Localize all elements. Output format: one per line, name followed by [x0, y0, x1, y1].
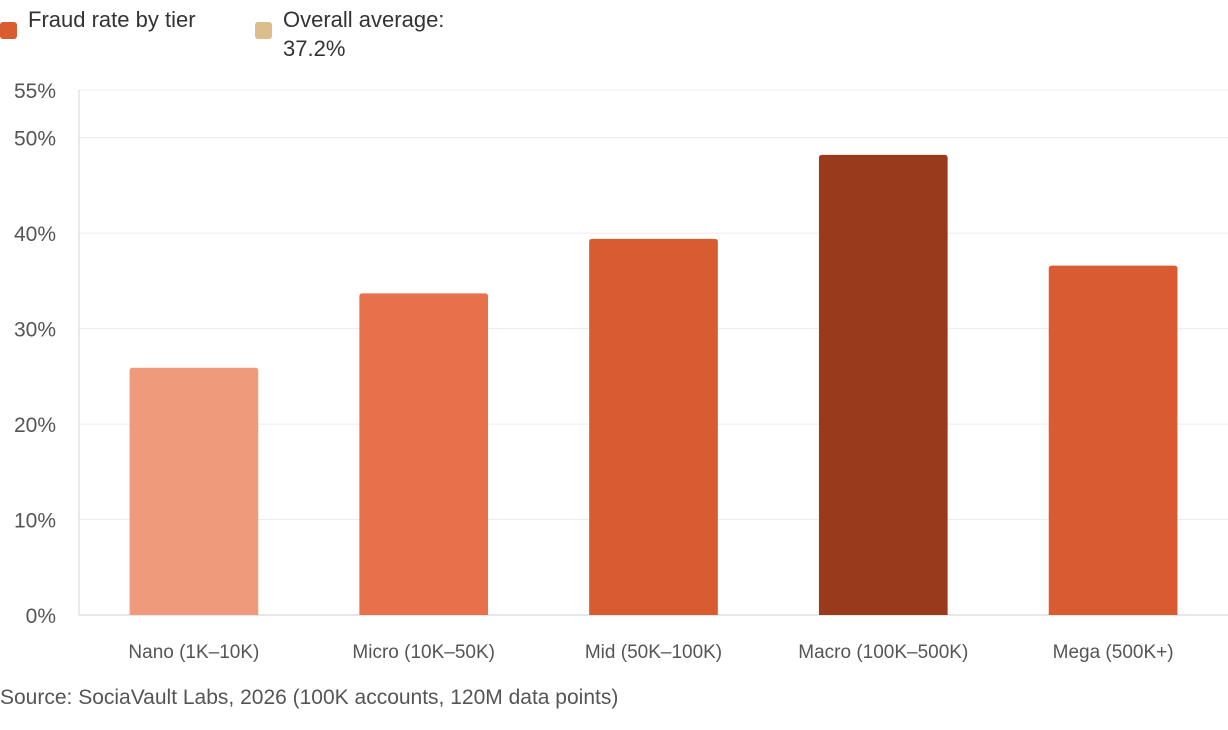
y-tick-label: 10% [14, 510, 56, 533]
y-tick-label: 40% [14, 223, 56, 246]
y-tick-label: 0% [26, 605, 56, 628]
x-tick-label: Micro (10K–50K) [352, 642, 495, 663]
legend-swatch-overall-average [255, 22, 272, 39]
legend-label-overall-average: Overall average: 37.2% [283, 7, 445, 61]
legend-item-overall-average[interactable]: Overall average: 37.2% [255, 5, 515, 63]
x-tick-label: Mega (500K+) [1053, 642, 1174, 663]
y-tick-label: 55% [14, 80, 56, 103]
bar-1 [129, 367, 259, 615]
bar-4 [818, 154, 948, 615]
legend-label-fraud-rate: Fraud rate by tier [28, 7, 196, 32]
legend-swatch-fraud-rate [0, 22, 17, 39]
x-tick-label: Macro (100K–500K) [798, 642, 968, 663]
x-tick-label: Nano (1K–10K) [128, 642, 259, 663]
y-tick-label: 30% [14, 319, 56, 342]
bar-3 [589, 238, 718, 615]
x-tick-label: Mid (50K–100K) [585, 642, 722, 663]
bar-5 [1048, 265, 1178, 615]
source-note: Source: SociaVault Labs, 2026 (100K acco… [0, 686, 619, 709]
bar-chart: 0% 10% 20% 30% 40% 50% 55% Nano (1K–10K) Micro (… [14, 80, 1228, 663]
y-tick-label: 20% [14, 414, 56, 437]
bar-2 [359, 293, 489, 615]
legend-item-fraud-rate[interactable]: Fraud rate by tier [0, 5, 200, 39]
y-tick-label: 50% [14, 128, 56, 151]
